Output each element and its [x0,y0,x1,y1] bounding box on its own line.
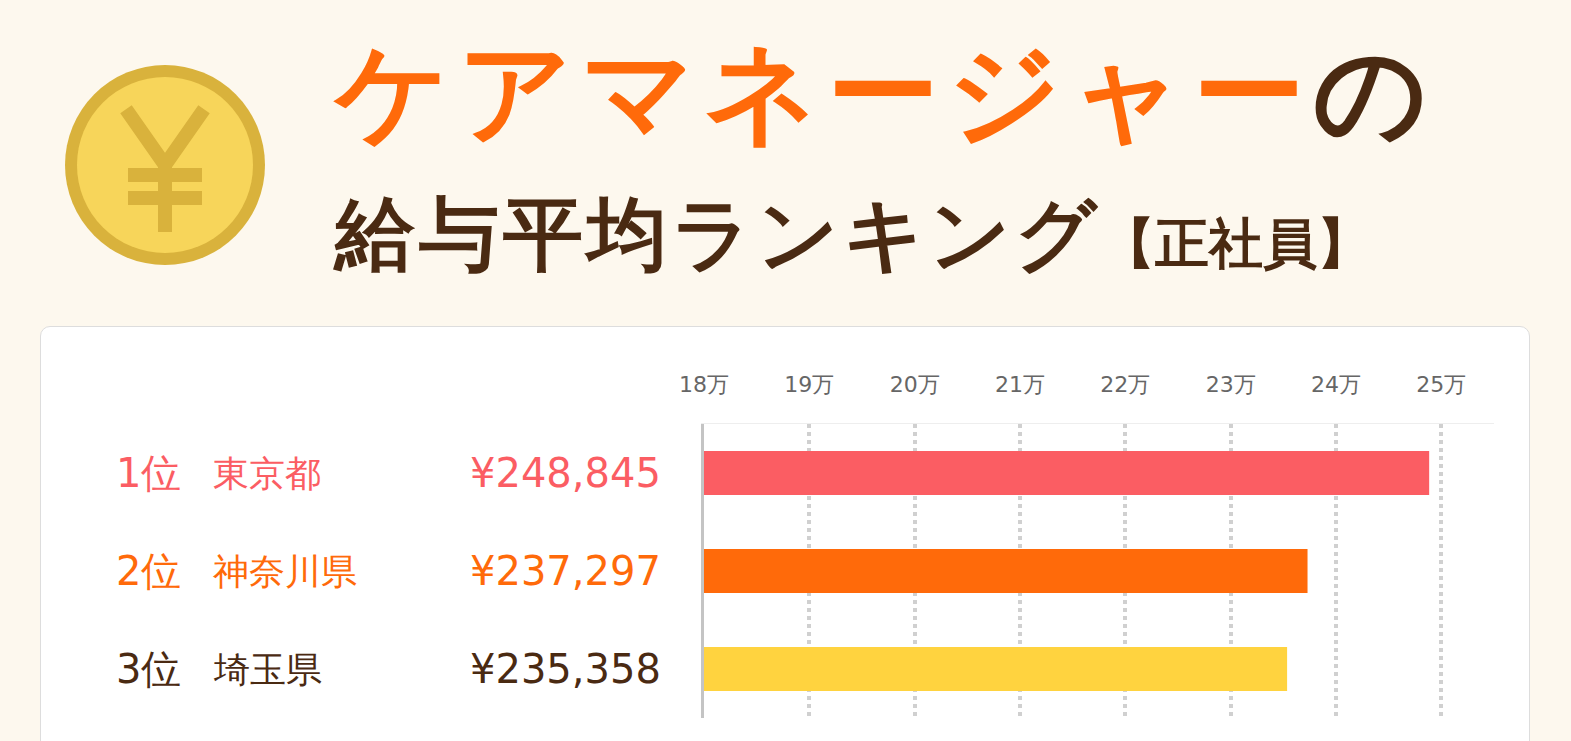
svg-text:18万: 18万 [679,372,729,397]
svg-text:2位: 2位 [116,548,181,594]
svg-text:¥248,845: ¥248,845 [470,450,661,496]
svg-text:神奈川県: 神奈川県 [213,551,357,592]
svg-text:24万: 24万 [1311,372,1361,397]
svg-text:埼玉県: 埼玉県 [213,649,322,690]
svg-text:20万: 20万 [890,372,940,397]
svg-text:¥237,297: ¥237,297 [470,548,661,594]
html-text:ケアマネージャーの: ケアマネージャーの [335,27,1436,157]
svg-text:19万: 19万 [784,372,834,397]
svg-text:23万: 23万 [1206,372,1256,397]
svg-text:22万: 22万 [1100,372,1150,397]
svg-text:3位: 3位 [116,646,181,692]
svg-text:21万: 21万 [995,372,1045,397]
svg-text:¥235,358: ¥235,358 [470,646,661,692]
html-text:給与平均ランキング【正社員】: 給与平均ランキング【正社員】 [335,188,1371,281]
svg-text:25万: 25万 [1416,372,1466,397]
svg-text:1位: 1位 [116,450,181,496]
svg-text:東京都: 東京都 [213,453,321,494]
